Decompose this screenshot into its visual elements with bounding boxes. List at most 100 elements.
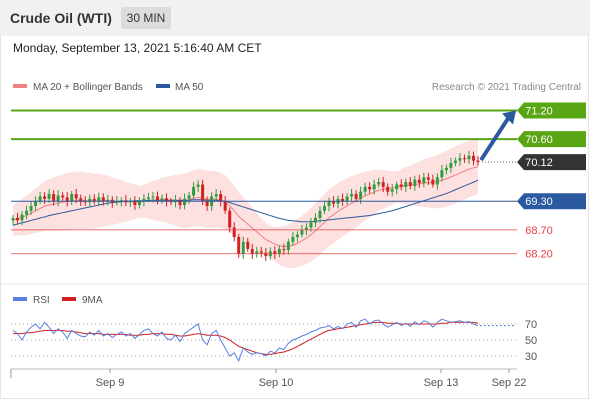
- candle-body: [151, 196, 154, 197]
- candle-body: [228, 211, 231, 228]
- bollinger-band: [13, 140, 478, 269]
- candle-body: [418, 180, 421, 183]
- candle-body: [21, 215, 24, 221]
- candle-body: [97, 197, 100, 201]
- candle-body: [75, 194, 78, 198]
- candle-body: [355, 194, 358, 199]
- candle-body: [291, 237, 294, 242]
- rsi-legend-swatch: [13, 297, 27, 301]
- candle-body: [440, 170, 443, 177]
- candle-body: [264, 253, 267, 256]
- credit-label: Research © 2021 Trading Central: [432, 82, 581, 93]
- candle-body: [219, 194, 222, 201]
- candle-body: [183, 199, 186, 205]
- candle-body: [25, 211, 28, 215]
- candle-body: [309, 223, 312, 228]
- candle-body: [391, 189, 394, 191]
- candle-body: [242, 242, 245, 254]
- candle-body: [422, 177, 425, 183]
- ma20-legend-swatch: [13, 84, 27, 88]
- candle-body: [156, 196, 159, 199]
- candle-body: [201, 185, 204, 202]
- candle-body: [138, 201, 141, 205]
- candle-body: [147, 197, 150, 198]
- candle-body: [237, 237, 240, 254]
- candle-body: [233, 227, 236, 237]
- candle: [237, 234, 240, 258]
- candle-body: [70, 194, 73, 201]
- candle-body: [43, 196, 46, 198]
- candle-body: [427, 177, 430, 179]
- rsi-tick-30: 30: [525, 351, 537, 363]
- candle-body: [34, 201, 37, 206]
- candle-body: [48, 194, 51, 199]
- candle-body: [323, 206, 326, 211]
- candle-body: [133, 201, 136, 205]
- candle-body: [377, 182, 380, 184]
- time-tick-label: Sep 10: [259, 377, 294, 389]
- candle-body: [206, 201, 209, 206]
- candle-body: [449, 163, 452, 168]
- candle-body: [359, 192, 362, 199]
- rsi-legend-label: RSI: [33, 295, 50, 306]
- candle-body: [246, 242, 249, 249]
- candle-body: [251, 249, 254, 254]
- candle-body: [318, 211, 321, 218]
- time-tick-label: Sep 9: [96, 377, 125, 389]
- candle-body: [314, 218, 317, 223]
- candle-body: [282, 249, 285, 250]
- candle-body: [346, 196, 349, 201]
- candle-body: [431, 180, 434, 185]
- candle-body: [477, 161, 480, 162]
- candle-body: [197, 185, 200, 187]
- candle-body: [350, 194, 353, 196]
- rsi-line: [13, 319, 478, 361]
- candle-body: [278, 249, 281, 254]
- time-tick-label: Sep 22: [492, 377, 527, 389]
- rsi-tick-70: 70: [525, 319, 537, 331]
- candle-body: [296, 235, 299, 237]
- level-69-30-label: 69.30: [525, 196, 553, 208]
- candle-body: [386, 187, 389, 192]
- rsi-tick-50: 50: [525, 335, 537, 347]
- level-68-70-label: 68.70: [525, 225, 553, 237]
- candle-body: [373, 185, 376, 190]
- candle-body: [52, 194, 55, 201]
- candle-body: [61, 195, 64, 197]
- candle-body: [436, 177, 439, 184]
- candle-body: [12, 218, 15, 220]
- candle-body: [382, 182, 385, 187]
- candle-body: [102, 197, 105, 201]
- rsi-plot: 70 50 30: [11, 319, 537, 363]
- candle-body: [454, 161, 457, 163]
- candle-body: [188, 195, 191, 198]
- candle-body: [57, 195, 60, 201]
- rsi-ma-legend-swatch: [62, 297, 76, 301]
- candle-body: [409, 182, 412, 186]
- level-70-12-label: 70.12: [525, 157, 553, 169]
- level-68-20-label: 68.20: [525, 249, 553, 261]
- ma20-legend-label: MA 20 + Bollinger Bands: [33, 82, 143, 93]
- candle-body: [224, 201, 227, 211]
- candle-body: [364, 187, 367, 192]
- candle-body: [400, 185, 403, 187]
- ma50-legend-label: MA 50: [175, 82, 204, 93]
- candle-body: [192, 187, 195, 196]
- candle-body: [16, 218, 19, 220]
- candle-body: [395, 185, 398, 190]
- candle-body: [39, 196, 42, 201]
- rsi-ma-legend-label: 9MA: [82, 295, 103, 306]
- time-tick-label: Sep 13: [424, 377, 459, 389]
- time-axis-labels: Sep 9 Sep 10 Sep 13 Sep 22: [96, 369, 527, 389]
- candle-body: [66, 197, 69, 201]
- candle-body: [30, 206, 33, 211]
- candle-body: [458, 158, 461, 160]
- candle-body: [215, 194, 218, 196]
- candle-body: [328, 201, 331, 206]
- candle-body: [445, 168, 448, 170]
- candle-body: [160, 198, 163, 199]
- candle-body: [413, 180, 416, 186]
- level-70-60-label: 70.60: [525, 134, 553, 146]
- ma50-legend-swatch: [156, 84, 170, 88]
